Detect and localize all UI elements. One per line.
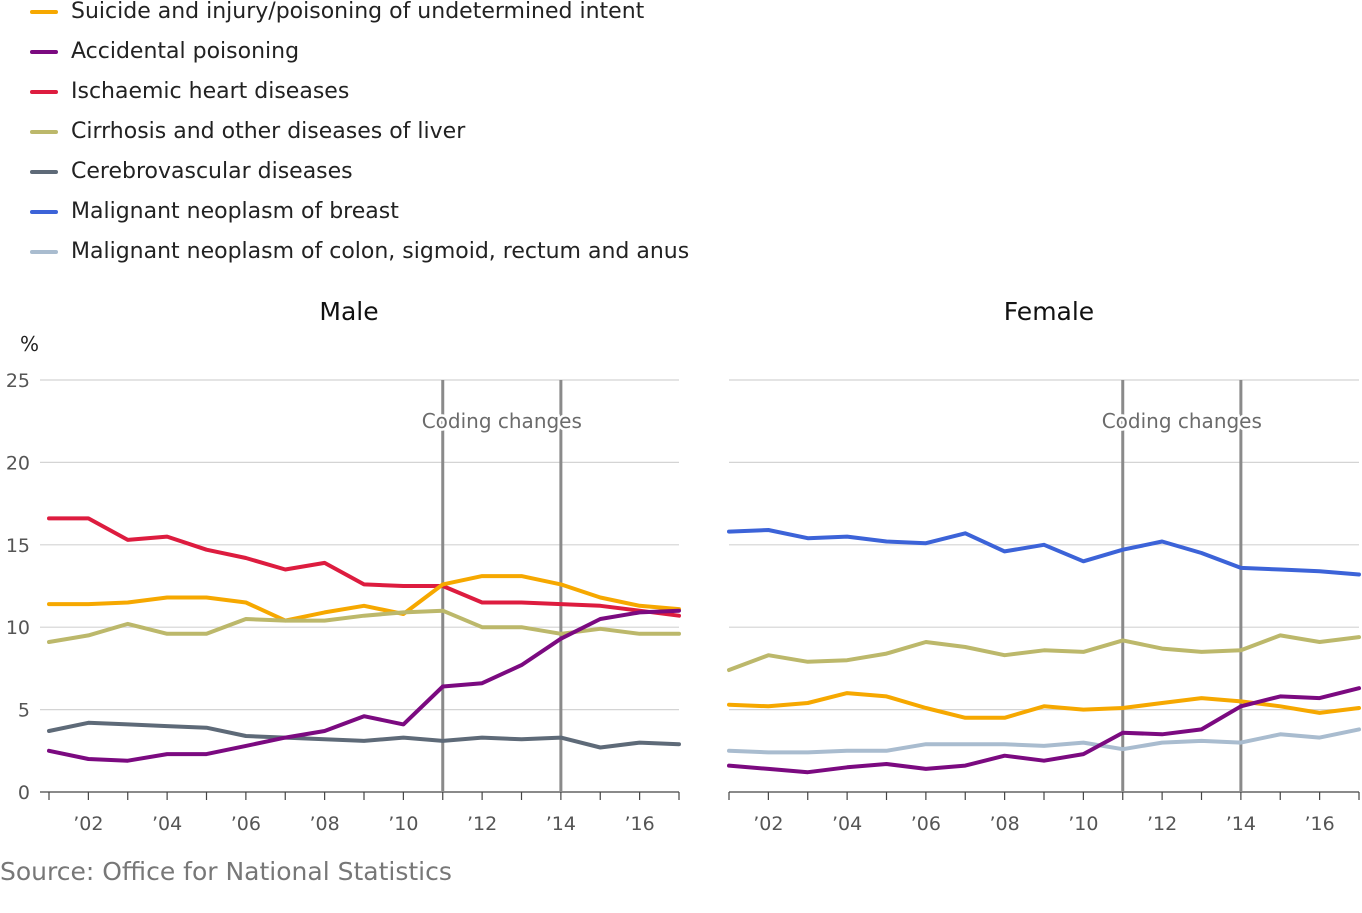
legend-swatch — [30, 170, 58, 174]
x-tick-label: ’14 — [546, 813, 576, 835]
legend-swatch — [30, 90, 58, 94]
x-tick-label: ’02 — [753, 813, 783, 835]
x-tick-label: ’10 — [1068, 813, 1098, 835]
series-line-cerebrovascular-diseases — [47, 720, 681, 750]
x-tick-label: ’04 — [152, 813, 182, 835]
series-line-accidental-poisoning — [727, 686, 1361, 775]
source-note: Source: Office for National Statistics — [0, 857, 452, 886]
series-line-malignant-neoplasm-of-colon-sigmoid-rectum-and-anus — [727, 727, 1361, 755]
series-line-suicide-and-injury-poisoning-of-undetermined-intent — [47, 574, 681, 623]
legend-label: Ischaemic heart diseases — [71, 79, 350, 104]
legend-label: Accidental poisoning — [71, 39, 300, 64]
legend-swatch — [30, 10, 58, 14]
x-tick-label: ’02 — [73, 813, 103, 835]
legend-label: Cirrhosis and other diseases of liver — [71, 119, 466, 144]
series-line-ischaemic-heart-diseases — [47, 516, 681, 618]
chart-panel-male: Male% 0 5 10 15 20 25 ’02 ’04 ’06 ’08 ’10 ’12 ’14 ’16 C… — [6, 297, 681, 835]
y-tick-label: 25 — [6, 370, 30, 392]
x-tick-label: ’12 — [1147, 813, 1177, 835]
y-tick-label: 15 — [6, 535, 30, 557]
y-tick-label: 0 — [18, 782, 30, 804]
x-tick-label: ’06 — [231, 813, 261, 835]
x-tick-label: ’10 — [388, 813, 418, 835]
x-tick-label: ’16 — [625, 813, 655, 835]
chart-panel-female: Female ’02 ’04 ’06 ’08 ’10 ’12 ’14 ’16 Coding cha… — [727, 297, 1361, 835]
series-line-accidental-poisoning — [47, 608, 681, 763]
coding-changes-label: Coding changes — [1102, 409, 1262, 433]
y-tick-label: 5 — [18, 700, 30, 722]
legend-swatch — [30, 250, 58, 254]
series-line-suicide-and-injury-poisoning-of-undetermined-intent — [727, 691, 1361, 720]
legend-swatch — [30, 130, 58, 134]
x-tick-label: ’16 — [1305, 813, 1335, 835]
x-tick-label: ’06 — [911, 813, 941, 835]
y-tick-label: 20 — [6, 452, 30, 474]
legend-label: Malignant neoplasm of breast — [71, 199, 399, 224]
x-tick-label: ’08 — [310, 813, 340, 835]
y-tick-label: 10 — [6, 617, 30, 639]
legend-swatch — [30, 210, 58, 214]
chart-title: Male — [319, 297, 378, 326]
chart-title: Female — [1004, 297, 1094, 326]
legend-swatch — [30, 50, 58, 54]
x-tick-label: ’14 — [1226, 813, 1256, 835]
series-line-cirrhosis-and-other-diseases-of-liver — [727, 633, 1361, 672]
y-axis-unit-label: % — [20, 332, 39, 356]
x-tick-label: ’12 — [467, 813, 497, 835]
x-tick-label: ’04 — [832, 813, 862, 835]
coding-changes-label: Coding changes — [422, 409, 582, 433]
x-tick-label: ’08 — [990, 813, 1020, 835]
legend-label: Cerebrovascular diseases — [71, 159, 353, 184]
legend-label: Malignant neoplasm of colon, sigmoid, re… — [71, 239, 690, 264]
legend-label: Suicide and injury/poisoning of undeterm… — [71, 0, 645, 24]
series-line-malignant-neoplasm-of-breast — [727, 528, 1361, 577]
